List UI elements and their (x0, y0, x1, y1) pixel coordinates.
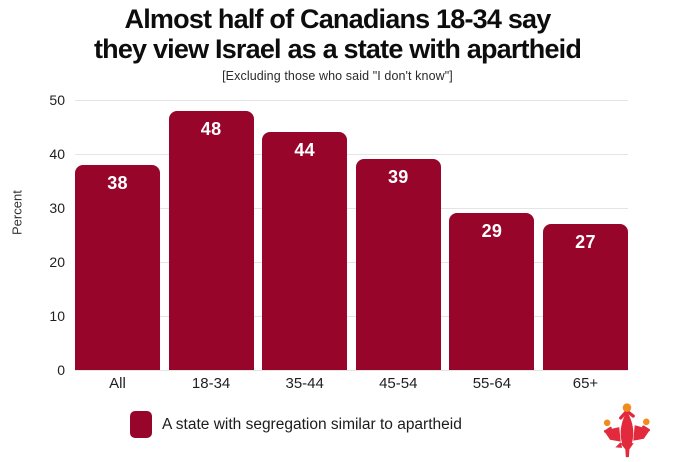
bar-35-44: 44 (262, 132, 348, 370)
y-tick-label: 20 (49, 254, 65, 270)
legend-swatch (130, 411, 152, 438)
chart-title-line-2: they view Israel as a state with aparthe… (93, 34, 582, 65)
chart-title-line-1: Almost half of Canadians 18-34 say (124, 4, 552, 34)
bars-row: 38 48 44 39 29 27 (75, 100, 628, 370)
y-tick-label: 10 (49, 308, 65, 324)
gridline (75, 262, 628, 263)
gridline (75, 370, 628, 371)
y-tick-label: 40 (49, 146, 65, 162)
y-tick-label: 30 (49, 200, 65, 216)
chart-subtitle: [Excluding those who said "I don't know"… (222, 69, 453, 84)
gridline (75, 208, 628, 209)
bar-value-label: 38 (107, 172, 128, 193)
chart-legend: A state with segregation similar to apar… (130, 411, 462, 438)
bar-value-label: 27 (575, 232, 596, 253)
bar-value-label: 44 (294, 140, 315, 161)
x-tick-label: 65+ (572, 375, 599, 392)
gridline (75, 100, 628, 101)
chart-header: Almost half of Canadians 18-34 say they … (0, 4, 675, 83)
x-tick-label: 45-54 (379, 375, 418, 392)
x-axis-labels: All 18-34 35-44 45-54 55-64 65+ (75, 375, 628, 392)
x-tick-label: 55-64 (472, 375, 512, 392)
bar-18-34: 48 (168, 110, 254, 370)
y-tick-label: 0 (57, 362, 65, 378)
x-tick-label: All (109, 375, 126, 392)
y-axis-label: Percent (9, 190, 25, 235)
x-tick-label: 35-44 (285, 375, 324, 392)
bar-All: 38 (75, 164, 160, 370)
bar-value-label: 39 (387, 167, 409, 188)
bar-65+: 27 (542, 224, 628, 370)
y-tick-label: 50 (49, 92, 65, 108)
bar-value-label: 48 (200, 118, 222, 139)
bar-45-54: 39 (355, 159, 441, 370)
maple-leaf-people-logo (603, 403, 651, 458)
x-tick-label: 18-34 (191, 375, 231, 392)
gridline (75, 316, 628, 317)
bar-value-label: 29 (481, 221, 503, 242)
legend-label: A state with segregation similar to apar… (162, 415, 462, 433)
bar-55-64: 29 (449, 213, 535, 370)
plot-area: Percent 0 10 20 30 40 50 38 48 44 39 29 27 (10, 92, 628, 378)
gridline (75, 154, 628, 155)
